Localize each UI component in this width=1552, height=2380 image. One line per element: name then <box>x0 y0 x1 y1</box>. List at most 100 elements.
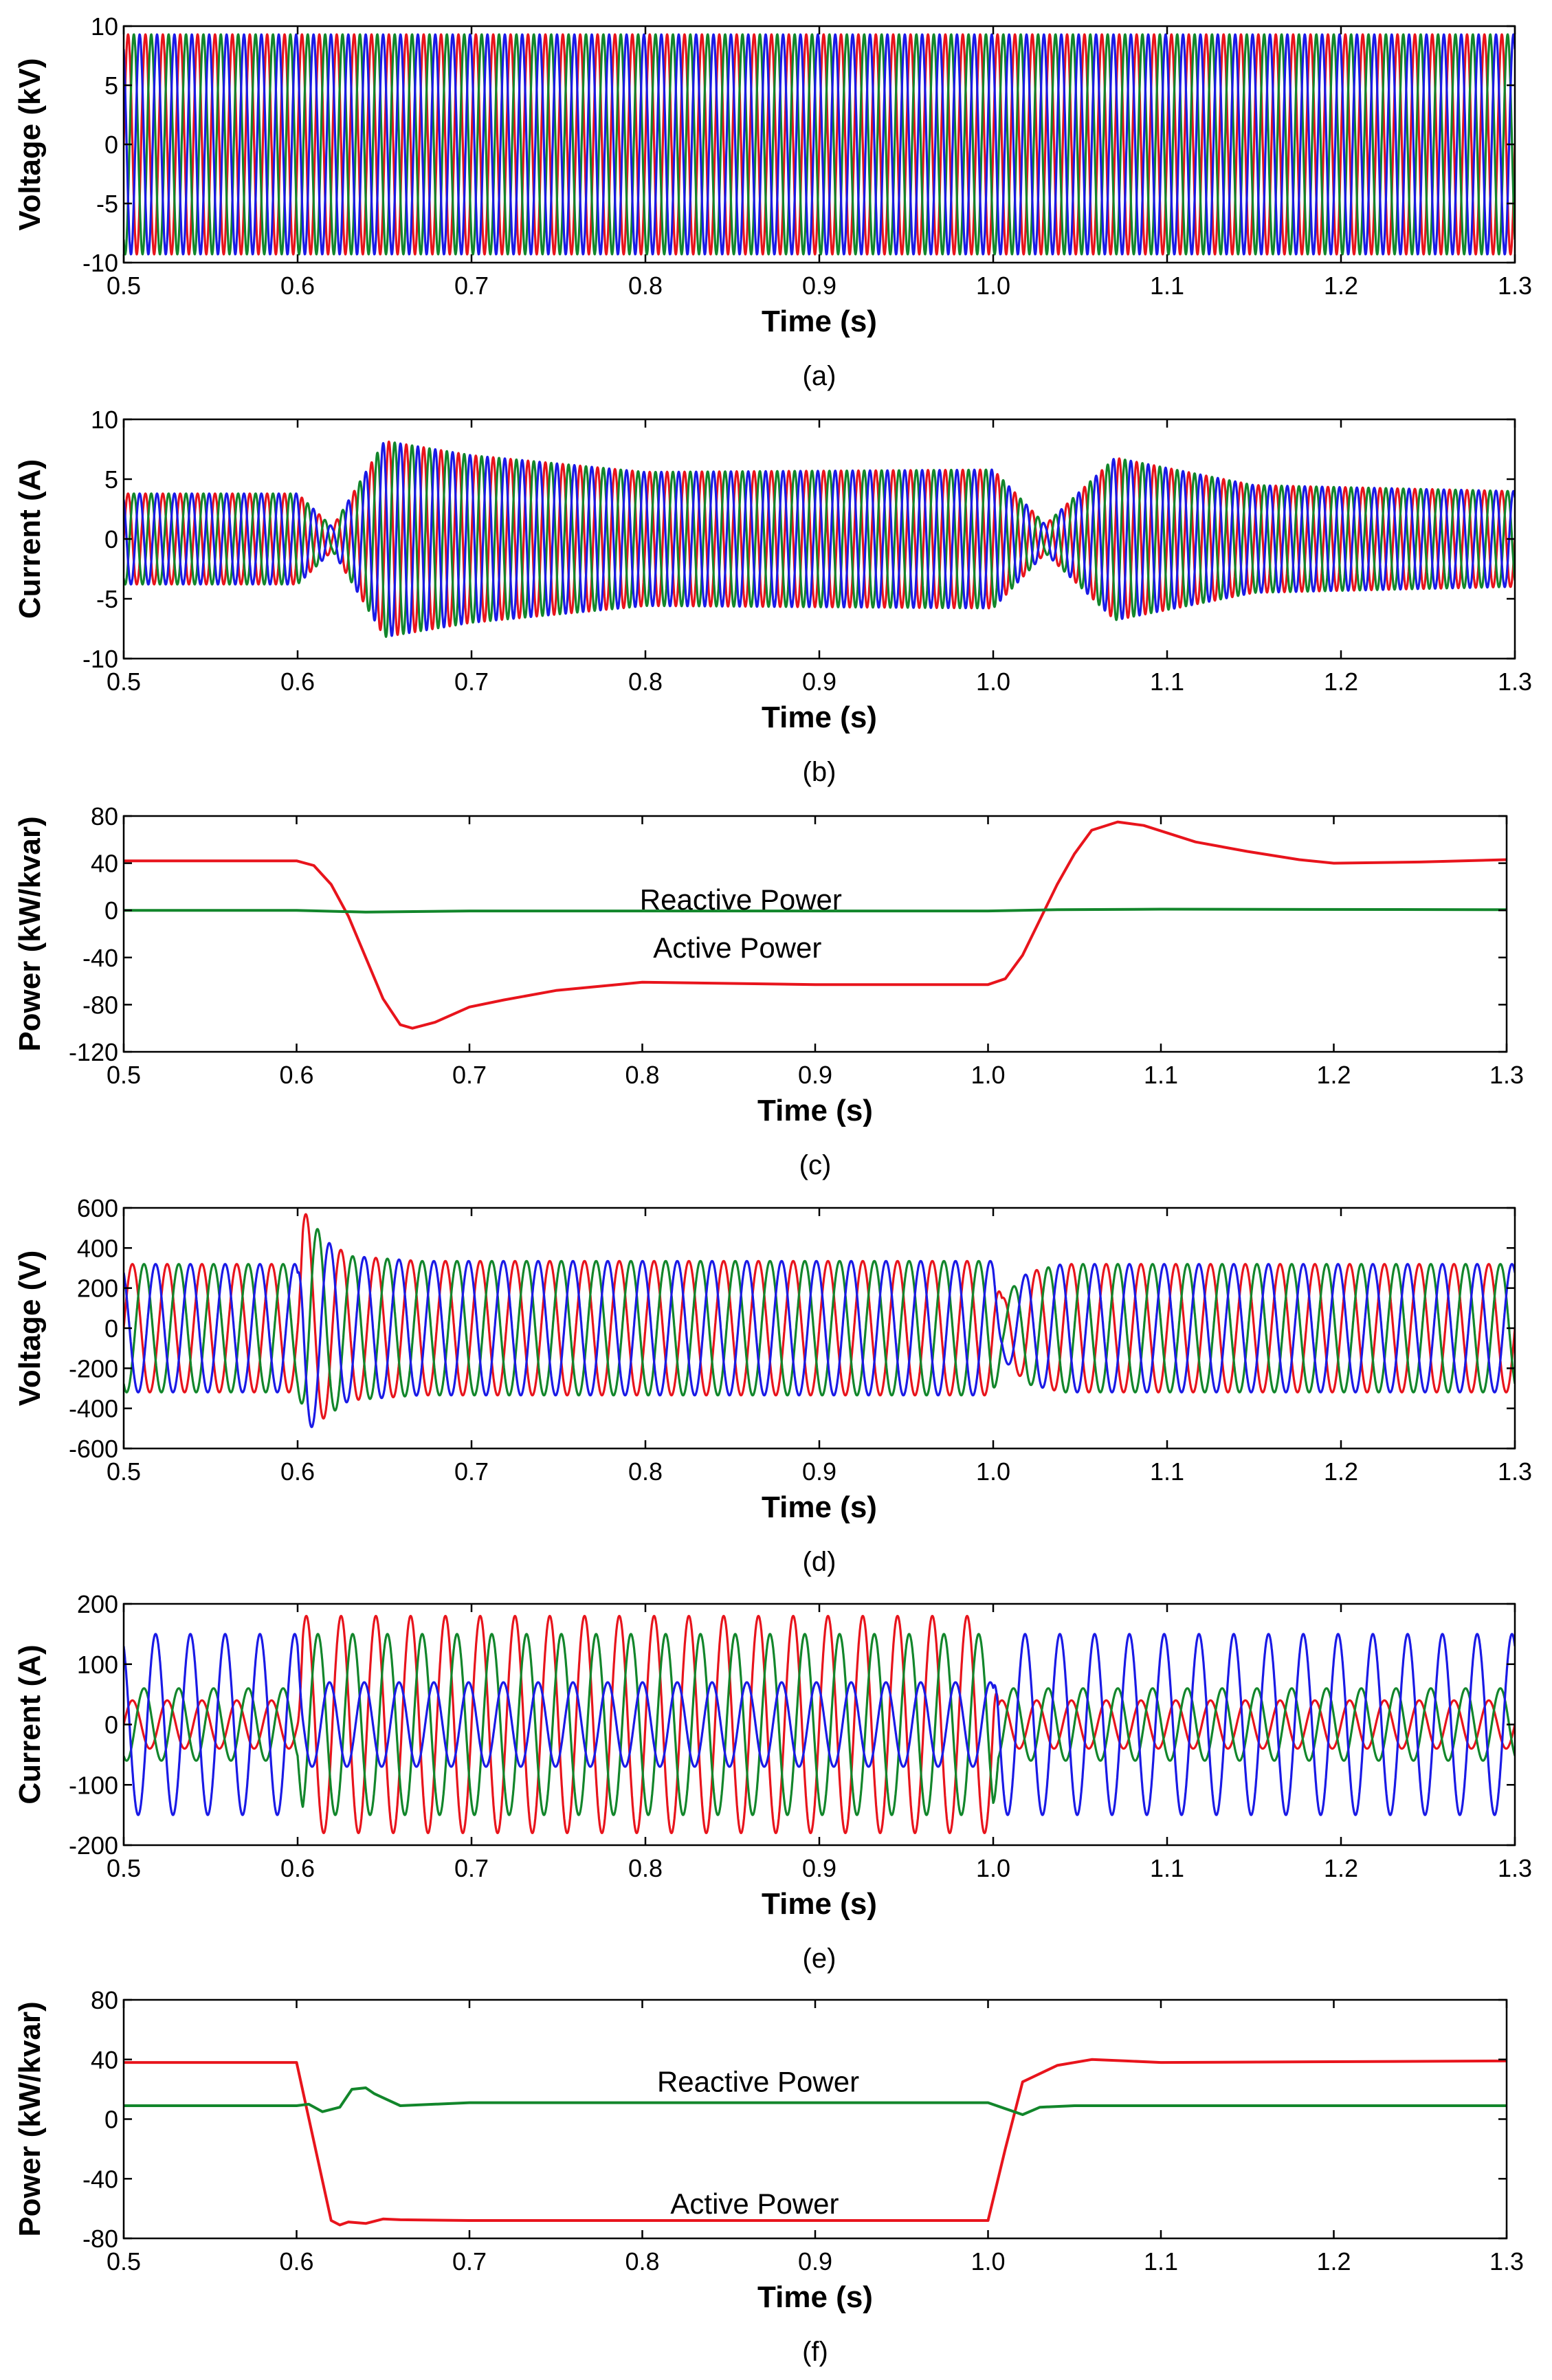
x-tick-label: 1.2 <box>1324 1457 1358 1486</box>
y-tick-label: 5 <box>104 71 118 100</box>
y-tick-label: -5 <box>96 585 118 613</box>
series-phase-c <box>124 442 1515 637</box>
y-tick-label: -80 <box>82 991 118 1019</box>
x-tick-label: 0.5 <box>107 668 141 696</box>
x-tick-label: 1.0 <box>971 2247 1005 2276</box>
x-tick-label: 1.1 <box>1150 668 1184 696</box>
x-tick-label: 0.9 <box>802 272 836 300</box>
series-active-power <box>124 820 1507 1030</box>
series-phase-b <box>124 1633 1515 1816</box>
x-tick-label: 0.9 <box>798 1061 832 1089</box>
x-tick-label: 1.2 <box>1324 668 1358 696</box>
y-tick-label: 80 <box>91 802 118 830</box>
x-tick-label: 0.5 <box>107 272 141 300</box>
y-tick-label: 600 <box>77 1194 118 1222</box>
panel-a: 0.5 0.6 0.7 0.8 0.9 1.0 1.1 1.2 1.3 -10 -5 0 5 10 Time… <box>13 12 1532 391</box>
x-tick-label: 0.7 <box>454 668 489 696</box>
x-axis-label: Time (s) <box>762 305 877 338</box>
x-tick-label: 1.2 <box>1316 1061 1351 1089</box>
y-tick-label: 40 <box>91 2046 118 2074</box>
series-phase-c <box>124 1242 1515 1429</box>
x-tick-label: 0.6 <box>279 1061 313 1089</box>
y-tick-label: 40 <box>91 850 118 878</box>
x-tick-label: 1.0 <box>976 1854 1010 1882</box>
y-tick-label: 80 <box>91 1986 118 2014</box>
series-phase-a <box>124 440 1515 637</box>
x-axis-label: Time (s) <box>762 1490 877 1524</box>
x-tick-label: 0.7 <box>454 272 489 300</box>
series-reactive-power <box>124 2086 1507 2116</box>
panel-d: 0.5 0.6 0.7 0.8 0.9 1.0 1.1 1.2 1.3 -600 -400 -200 0… <box>13 1194 1532 1577</box>
plot-area <box>124 2058 1507 2227</box>
plot-area <box>124 440 1515 638</box>
x-tick-label: 1.1 <box>1150 1457 1184 1486</box>
series-active-power <box>124 2058 1507 2227</box>
x-tick-label: 0.6 <box>280 1854 315 1882</box>
y-tick-label: -100 <box>69 1771 118 1799</box>
y-tick-label: -80 <box>82 2225 118 2253</box>
y-tick-label: 0 <box>104 525 118 553</box>
annotation-active-power: Active Power <box>653 932 821 964</box>
x-tick-label: 1.0 <box>976 1457 1010 1486</box>
x-tick-label: 0.6 <box>279 2247 313 2276</box>
x-axis-label: Time (s) <box>762 701 877 734</box>
y-tick-label: 10 <box>91 406 118 434</box>
plot-area <box>124 33 1515 256</box>
y-tick-label: -10 <box>82 249 118 277</box>
x-tick-label: 0.6 <box>280 1457 315 1486</box>
y-tick-label: -10 <box>82 645 118 673</box>
y-tick-label: 0 <box>104 131 118 159</box>
x-tick-label: 0.7 <box>452 1061 487 1089</box>
x-tick-label: 0.7 <box>454 1854 489 1882</box>
x-tick-label: 1.1 <box>1144 1061 1178 1089</box>
x-tick-label: 1.3 <box>1489 1061 1524 1089</box>
y-axis-label: Current (A) <box>13 1644 47 1804</box>
x-tick-label: 1.3 <box>1489 2247 1524 2276</box>
panel-f: 0.5 0.6 0.7 0.8 0.9 1.0 1.1 1.2 1.3 -80 -40 0 40 80 Ti… <box>13 1986 1524 2367</box>
x-tick-label: 0.8 <box>625 2247 659 2276</box>
y-tick-label: -200 <box>69 1354 118 1382</box>
y-tick-label: 5 <box>104 465 118 494</box>
x-tick-label: 0.9 <box>802 1457 836 1486</box>
y-tick-label: -5 <box>96 190 118 218</box>
x-tick-label: 0.8 <box>625 1061 659 1089</box>
y-tick-label: -400 <box>69 1395 118 1423</box>
x-tick-label: 0.9 <box>798 2247 832 2276</box>
panel-caption: (f) <box>802 2337 828 2367</box>
x-axis-label: Time (s) <box>762 1887 877 1921</box>
series-phase-c <box>124 1633 1515 1816</box>
y-tick-label: -120 <box>69 1038 118 1066</box>
panel-caption: (b) <box>803 757 836 787</box>
y-tick-label: -200 <box>69 1831 118 1860</box>
x-tick-label: 1.3 <box>1498 1854 1532 1882</box>
annotation-active-power: Active Power <box>670 2188 839 2220</box>
x-tick-label: 0.7 <box>452 2247 487 2276</box>
y-tick-label: 200 <box>77 1275 118 1303</box>
y-tick-label: -40 <box>82 2165 118 2193</box>
x-tick-label: 0.7 <box>454 1457 489 1486</box>
x-tick-label: 1.0 <box>971 1061 1005 1089</box>
x-tick-label: 1.3 <box>1498 272 1532 300</box>
y-tick-label: 100 <box>77 1651 118 1679</box>
y-tick-label: -600 <box>69 1435 118 1463</box>
y-axis-label: Power (kW/kvar) <box>13 2001 47 2236</box>
y-axis-label: Power (kW/kvar) <box>13 816 47 1051</box>
x-tick-label: 1.2 <box>1324 1854 1358 1882</box>
annotation-reactive-power: Reactive Power <box>657 2065 859 2097</box>
x-tick-label: 1.3 <box>1498 668 1532 696</box>
series-phase-a <box>124 33 1515 256</box>
plot-area <box>124 1615 1515 1834</box>
series-phase-b <box>124 33 1515 256</box>
x-tick-label: 0.6 <box>280 668 315 696</box>
x-tick-label: 1.0 <box>976 668 1010 696</box>
series-phase-c <box>124 33 1515 256</box>
panel-caption: (e) <box>803 1943 836 1974</box>
x-tick-label: 0.5 <box>107 2247 141 2276</box>
x-tick-label: 0.5 <box>107 1061 141 1089</box>
series-phase-a <box>124 1213 1515 1420</box>
x-tick-label: 1.3 <box>1498 1457 1532 1486</box>
plot-area <box>124 820 1507 1030</box>
series-reactive-power <box>124 907 1507 914</box>
x-tick-label: 0.8 <box>628 272 663 300</box>
